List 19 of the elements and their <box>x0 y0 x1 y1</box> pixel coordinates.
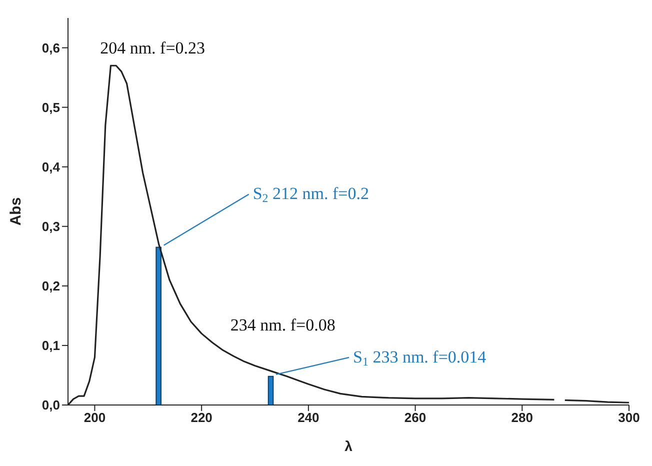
x-tick-label: 220 <box>190 410 212 426</box>
x-tick-label: 260 <box>404 410 426 426</box>
annotation: S$_{1}$ 233 nm. f=0.014 <box>353 347 487 368</box>
y-tick-label: 0,5 <box>42 100 60 115</box>
x-tick-label: 280 <box>511 410 533 426</box>
y-tick-label: 0,1 <box>42 338 60 354</box>
annotation: S$_{2}$ 212 nm. f=0.2 <box>252 184 369 206</box>
y-tick-label: 0,2 <box>42 278 60 294</box>
y-tick-label: 0,0 <box>42 398 60 413</box>
annotation: 204 nm. f=0.23 <box>100 38 206 58</box>
y-tick-label: 0,3 <box>42 219 60 234</box>
y-axis-title: Abs <box>7 197 24 226</box>
x-tick-label: 240 <box>298 410 320 426</box>
y-tick-label: 0,4 <box>42 159 61 174</box>
x-tick-label: 300 <box>618 410 640 426</box>
x-axis-title: λ <box>344 438 353 454</box>
y-tick-label: 0,6 <box>42 40 60 56</box>
annotation: 234 nm. f=0.08 <box>230 315 336 334</box>
x-tick-label: 200 <box>84 410 106 426</box>
